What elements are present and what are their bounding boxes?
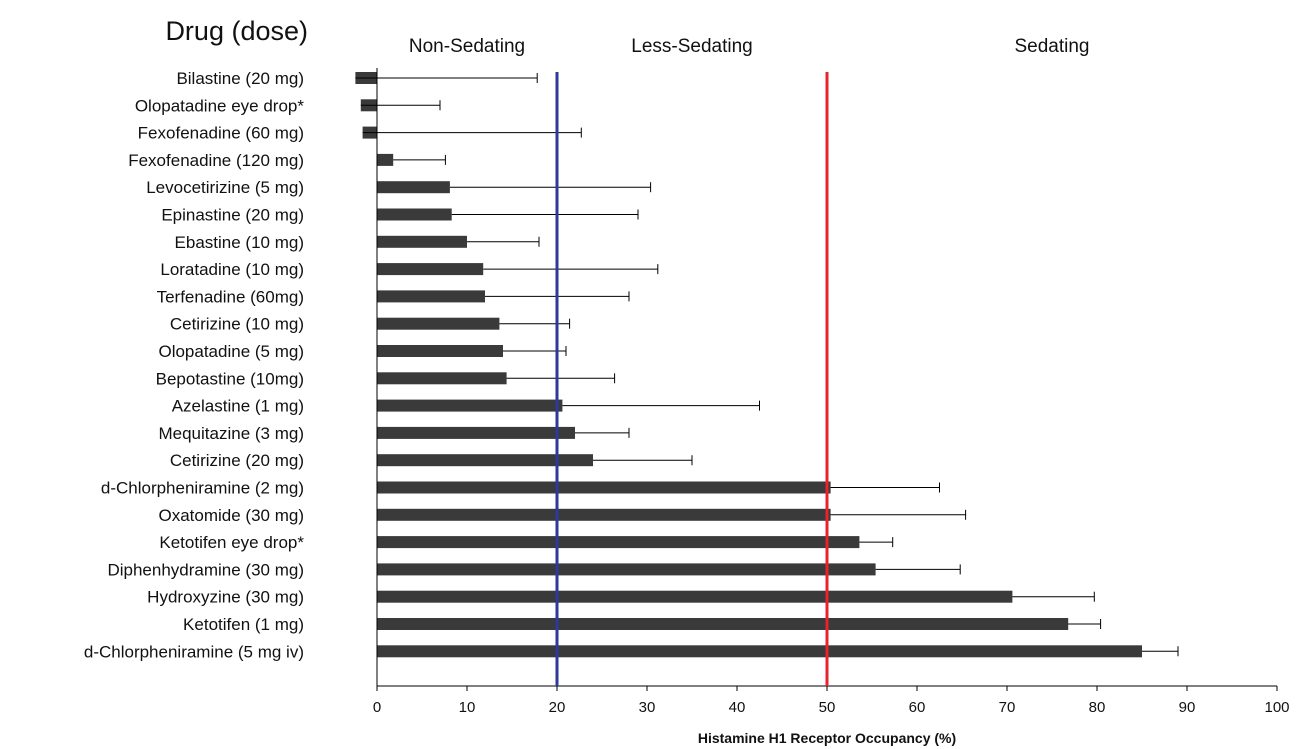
category-label: Ketotifen eye drop*: [159, 533, 304, 552]
bar: [377, 563, 876, 576]
error-bar: [360, 100, 441, 111]
category-label: Cetirizine (10 mg): [170, 315, 304, 334]
category-label: Fexofenadine (60 mg): [138, 124, 304, 143]
x-tick-label: 10: [459, 699, 476, 716]
error-bar: [859, 537, 894, 548]
error-bar: [575, 427, 630, 438]
bar: [377, 399, 563, 412]
x-tick-label: 0: [373, 699, 381, 716]
category-label: Olopatadine (5 mg): [158, 342, 304, 361]
bar: [377, 290, 485, 303]
category-label: Diphenhydramine (30 mg): [107, 560, 304, 579]
error-bar: [451, 209, 639, 220]
x-tick-label: 20: [549, 699, 566, 716]
bar: [377, 645, 1142, 658]
x-tick-label: 90: [1179, 699, 1196, 716]
x-axis-title: Histamine H1 Receptor Occupancy (%): [698, 730, 956, 746]
error-bar: [1068, 619, 1102, 629]
category-label: Loratadine (10 mg): [160, 260, 304, 279]
category-label: Ketotifen (1 mg): [183, 615, 304, 634]
bar: [377, 235, 467, 248]
category-label: Bepotastine (10mg): [156, 369, 304, 388]
x-tick-label: 40: [729, 699, 746, 716]
error-bar: [1142, 646, 1179, 657]
error-bar: [506, 373, 616, 384]
bar: [377, 208, 452, 221]
bar: [377, 618, 1069, 630]
bar: [377, 508, 831, 521]
bar: [377, 536, 860, 549]
error-bar: [1012, 591, 1095, 602]
category-label: Cetirizine (20 mg): [170, 451, 304, 470]
error-bar: [483, 264, 659, 275]
error-bar: [830, 482, 940, 493]
x-tick-label: 50: [819, 699, 836, 716]
bar: [377, 590, 1013, 603]
category-axis-title: Drug (dose): [165, 16, 308, 46]
error-bar: [875, 564, 961, 575]
category-label: Levocetirizine (5 mg): [146, 178, 304, 197]
category-label: Hydroxyzine (30 mg): [147, 588, 304, 607]
bar: [377, 454, 593, 467]
bar: [377, 372, 507, 385]
zone-label: Less-Sedating: [631, 36, 752, 57]
threshold-lines: [555, 72, 829, 686]
error-bar: [499, 318, 571, 329]
error-bar: [830, 509, 967, 520]
error-bar: [562, 400, 760, 411]
error-bar: [362, 127, 582, 138]
category-label: Ebastine (10 mg): [175, 233, 304, 252]
category-labels: Bilastine (20 mg) Olopatadine eye drop* Fe…: [84, 69, 305, 661]
bar: [377, 263, 484, 276]
bars: [355, 72, 1142, 658]
error-bars: [355, 73, 1179, 657]
x-tick-label: 80: [1089, 699, 1106, 716]
category-label: d-Chlorpheniramine (5 mg iv): [84, 642, 304, 661]
x-tick-label: 70: [999, 699, 1016, 716]
category-label: Mequitazine (3 mg): [158, 424, 304, 443]
category-label: Olopatadine eye drop*: [135, 96, 305, 115]
error-bar: [593, 455, 693, 466]
category-label: d-Chlorpheniramine (2 mg): [101, 479, 304, 498]
x-tick-label: 100: [1264, 699, 1289, 716]
bar: [377, 426, 575, 439]
zone-label: Non-Sedating: [409, 36, 525, 57]
bar: [377, 317, 500, 330]
category-label: Azelastine (1 mg): [172, 397, 304, 416]
zone-label: Sedating: [1014, 36, 1089, 57]
bar: [377, 153, 394, 166]
x-tick-label: 60: [909, 699, 926, 716]
error-bar: [355, 73, 538, 83]
error-bar: [449, 182, 652, 193]
bar: [377, 481, 831, 494]
x-tick-label: 30: [639, 699, 656, 716]
category-label: Bilastine (20 mg): [176, 69, 304, 88]
category-label: Terfenadine (60mg): [157, 287, 304, 306]
category-label: Fexofenadine (120 mg): [128, 151, 304, 170]
bar: [377, 181, 450, 194]
category-label: Oxatomide (30 mg): [159, 506, 305, 525]
category-label: Epinastine (20 mg): [161, 206, 304, 225]
error-bar: [467, 236, 540, 247]
zone-labels: Non-Sedating Less-Sedating Sedating: [409, 36, 1090, 57]
error-bar: [393, 154, 446, 165]
bar: [377, 345, 503, 357]
